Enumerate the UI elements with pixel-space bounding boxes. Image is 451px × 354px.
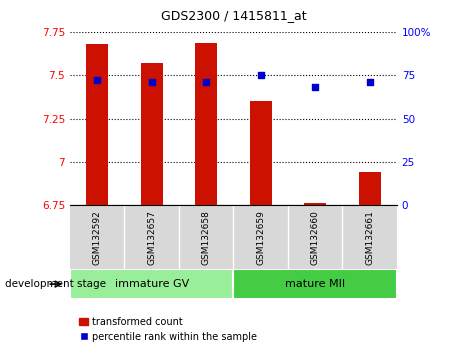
- Bar: [234, 269, 397, 299]
- Bar: [250, 101, 272, 205]
- Text: GSM132592: GSM132592: [92, 210, 101, 265]
- Bar: [195, 43, 217, 205]
- Text: GSM132658: GSM132658: [202, 210, 211, 265]
- Point: [257, 72, 264, 78]
- Text: GSM132657: GSM132657: [147, 210, 156, 265]
- Bar: [86, 44, 108, 205]
- Text: GSM132659: GSM132659: [256, 210, 265, 265]
- Text: GSM132661: GSM132661: [365, 210, 374, 265]
- Bar: [359, 172, 381, 205]
- Text: development stage: development stage: [5, 279, 106, 289]
- Point: [93, 78, 101, 83]
- Point: [366, 79, 373, 85]
- Text: GSM132660: GSM132660: [311, 210, 320, 265]
- Text: immature GV: immature GV: [115, 279, 189, 289]
- Point: [148, 79, 155, 85]
- Point: [312, 85, 319, 90]
- Bar: [304, 203, 326, 205]
- Bar: [70, 269, 234, 299]
- Bar: [141, 63, 162, 205]
- Text: GDS2300 / 1415811_at: GDS2300 / 1415811_at: [161, 9, 306, 22]
- Point: [202, 79, 210, 85]
- Text: mature MII: mature MII: [285, 279, 345, 289]
- Legend: transformed count, percentile rank within the sample: transformed count, percentile rank withi…: [75, 313, 261, 346]
